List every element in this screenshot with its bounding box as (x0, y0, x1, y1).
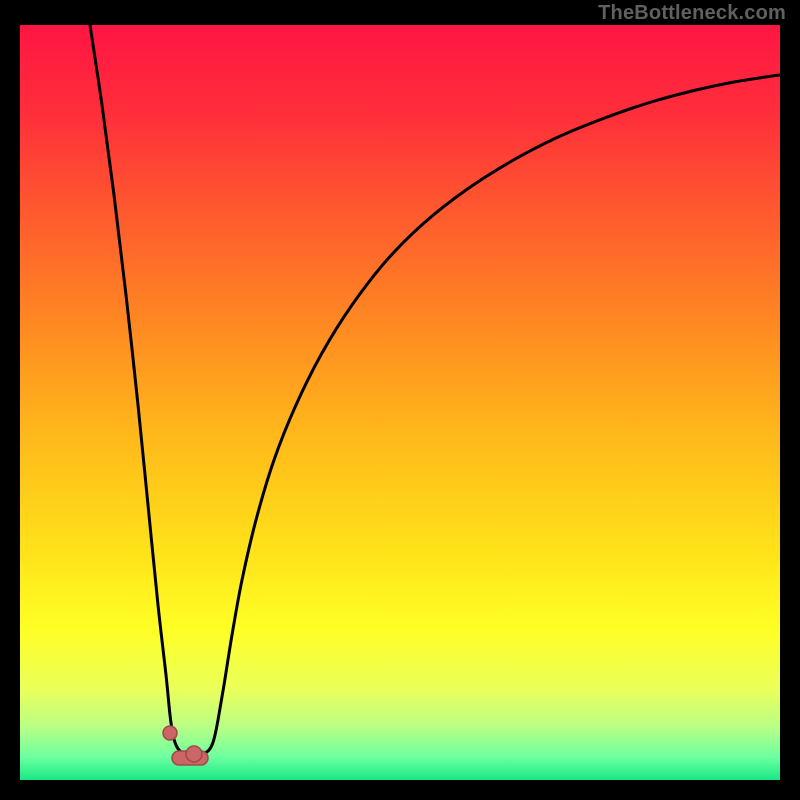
optimal-point-marker-0 (163, 726, 177, 740)
optimal-point-marker-1 (186, 746, 202, 762)
gradient-background (20, 25, 780, 780)
watermark-text: TheBottleneck.com (598, 2, 786, 25)
bottleneck-curve-chart (20, 25, 780, 780)
chart-container: TheBottleneck.com (0, 0, 800, 800)
plot-area (20, 25, 780, 780)
